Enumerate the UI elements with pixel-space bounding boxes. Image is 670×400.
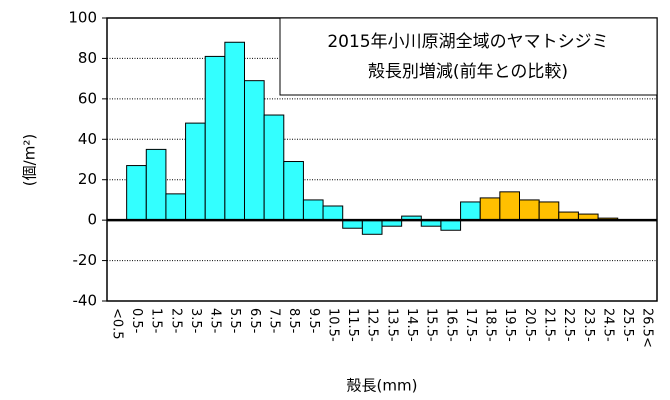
x-tick-label: 3.5- [188, 308, 203, 334]
bar [126, 165, 147, 221]
x-tick-label: 12.5- [365, 308, 380, 342]
x-tick-label: 13.5- [384, 308, 399, 342]
bar [440, 219, 462, 231]
bar [519, 199, 540, 221]
y-tick-label: 0 [87, 211, 97, 229]
y-tick-label: 20 [78, 170, 97, 188]
bar [361, 219, 383, 235]
bar [244, 80, 265, 221]
x-tick-label: 15.5- [424, 308, 439, 342]
x-tick-label: 4.5- [208, 308, 223, 334]
x-tick-label: 1.5- [149, 308, 164, 334]
x-tick-label: 2.5- [168, 308, 183, 334]
y-tick-label: -40 [73, 292, 98, 310]
x-tick-label: 20.5- [522, 308, 537, 342]
bar [165, 193, 187, 221]
chart-title: 2015年小川原湖全域のヤマトシジミ [327, 32, 608, 52]
bar [224, 41, 246, 221]
bar [538, 201, 560, 221]
title-box [279, 17, 658, 96]
x-tick-label: 11.5- [345, 308, 360, 342]
x-tick-label: 10.5- [325, 308, 340, 342]
x-tick-label: 17.5- [463, 308, 478, 342]
y-tick-label: 80 [78, 49, 97, 67]
bar [322, 205, 344, 221]
y-tick-label: 100 [68, 9, 97, 27]
x-tick-label: 25.5- [620, 308, 635, 342]
y-tick-label: 40 [78, 130, 97, 148]
x-tick-label: 0.5- [129, 308, 144, 334]
x-tick-label: 22.5- [561, 308, 576, 342]
chart-title: 殻長別増減(前年との比較) [368, 62, 568, 82]
x-tick-label: 6.5- [247, 308, 262, 334]
x-tick-label: 21.5- [541, 308, 556, 342]
bar [302, 199, 324, 221]
x-tick-label: <0.5 [109, 308, 124, 340]
x-tick-label: 18.5- [483, 308, 498, 342]
x-tick-label: 24.5- [600, 308, 615, 342]
x-tick-label: 23.5- [581, 308, 596, 342]
bar [499, 191, 521, 221]
bar [479, 197, 501, 221]
bar [460, 201, 481, 221]
x-tick-label: 26.5< [640, 308, 655, 348]
y-tick-label: -20 [73, 251, 98, 269]
x-tick-label: 9.5- [306, 308, 321, 334]
x-tick-label: 14.5- [404, 308, 419, 342]
bar [185, 122, 206, 221]
x-tick-label: 5.5- [227, 308, 242, 334]
bar [204, 55, 226, 221]
y-tick-label: 60 [78, 89, 97, 107]
bar [263, 114, 285, 221]
x-tick-label: 7.5- [266, 308, 281, 334]
x-axis-label: 殻長(mm) [347, 377, 418, 395]
x-tick-label: 16.5- [443, 308, 458, 342]
y-axis-label: (個/m²) [21, 134, 39, 186]
bar [283, 161, 304, 221]
x-tick-label: 8.5- [286, 308, 301, 334]
x-tick-label: 19.5- [502, 308, 517, 342]
bar [145, 148, 167, 221]
